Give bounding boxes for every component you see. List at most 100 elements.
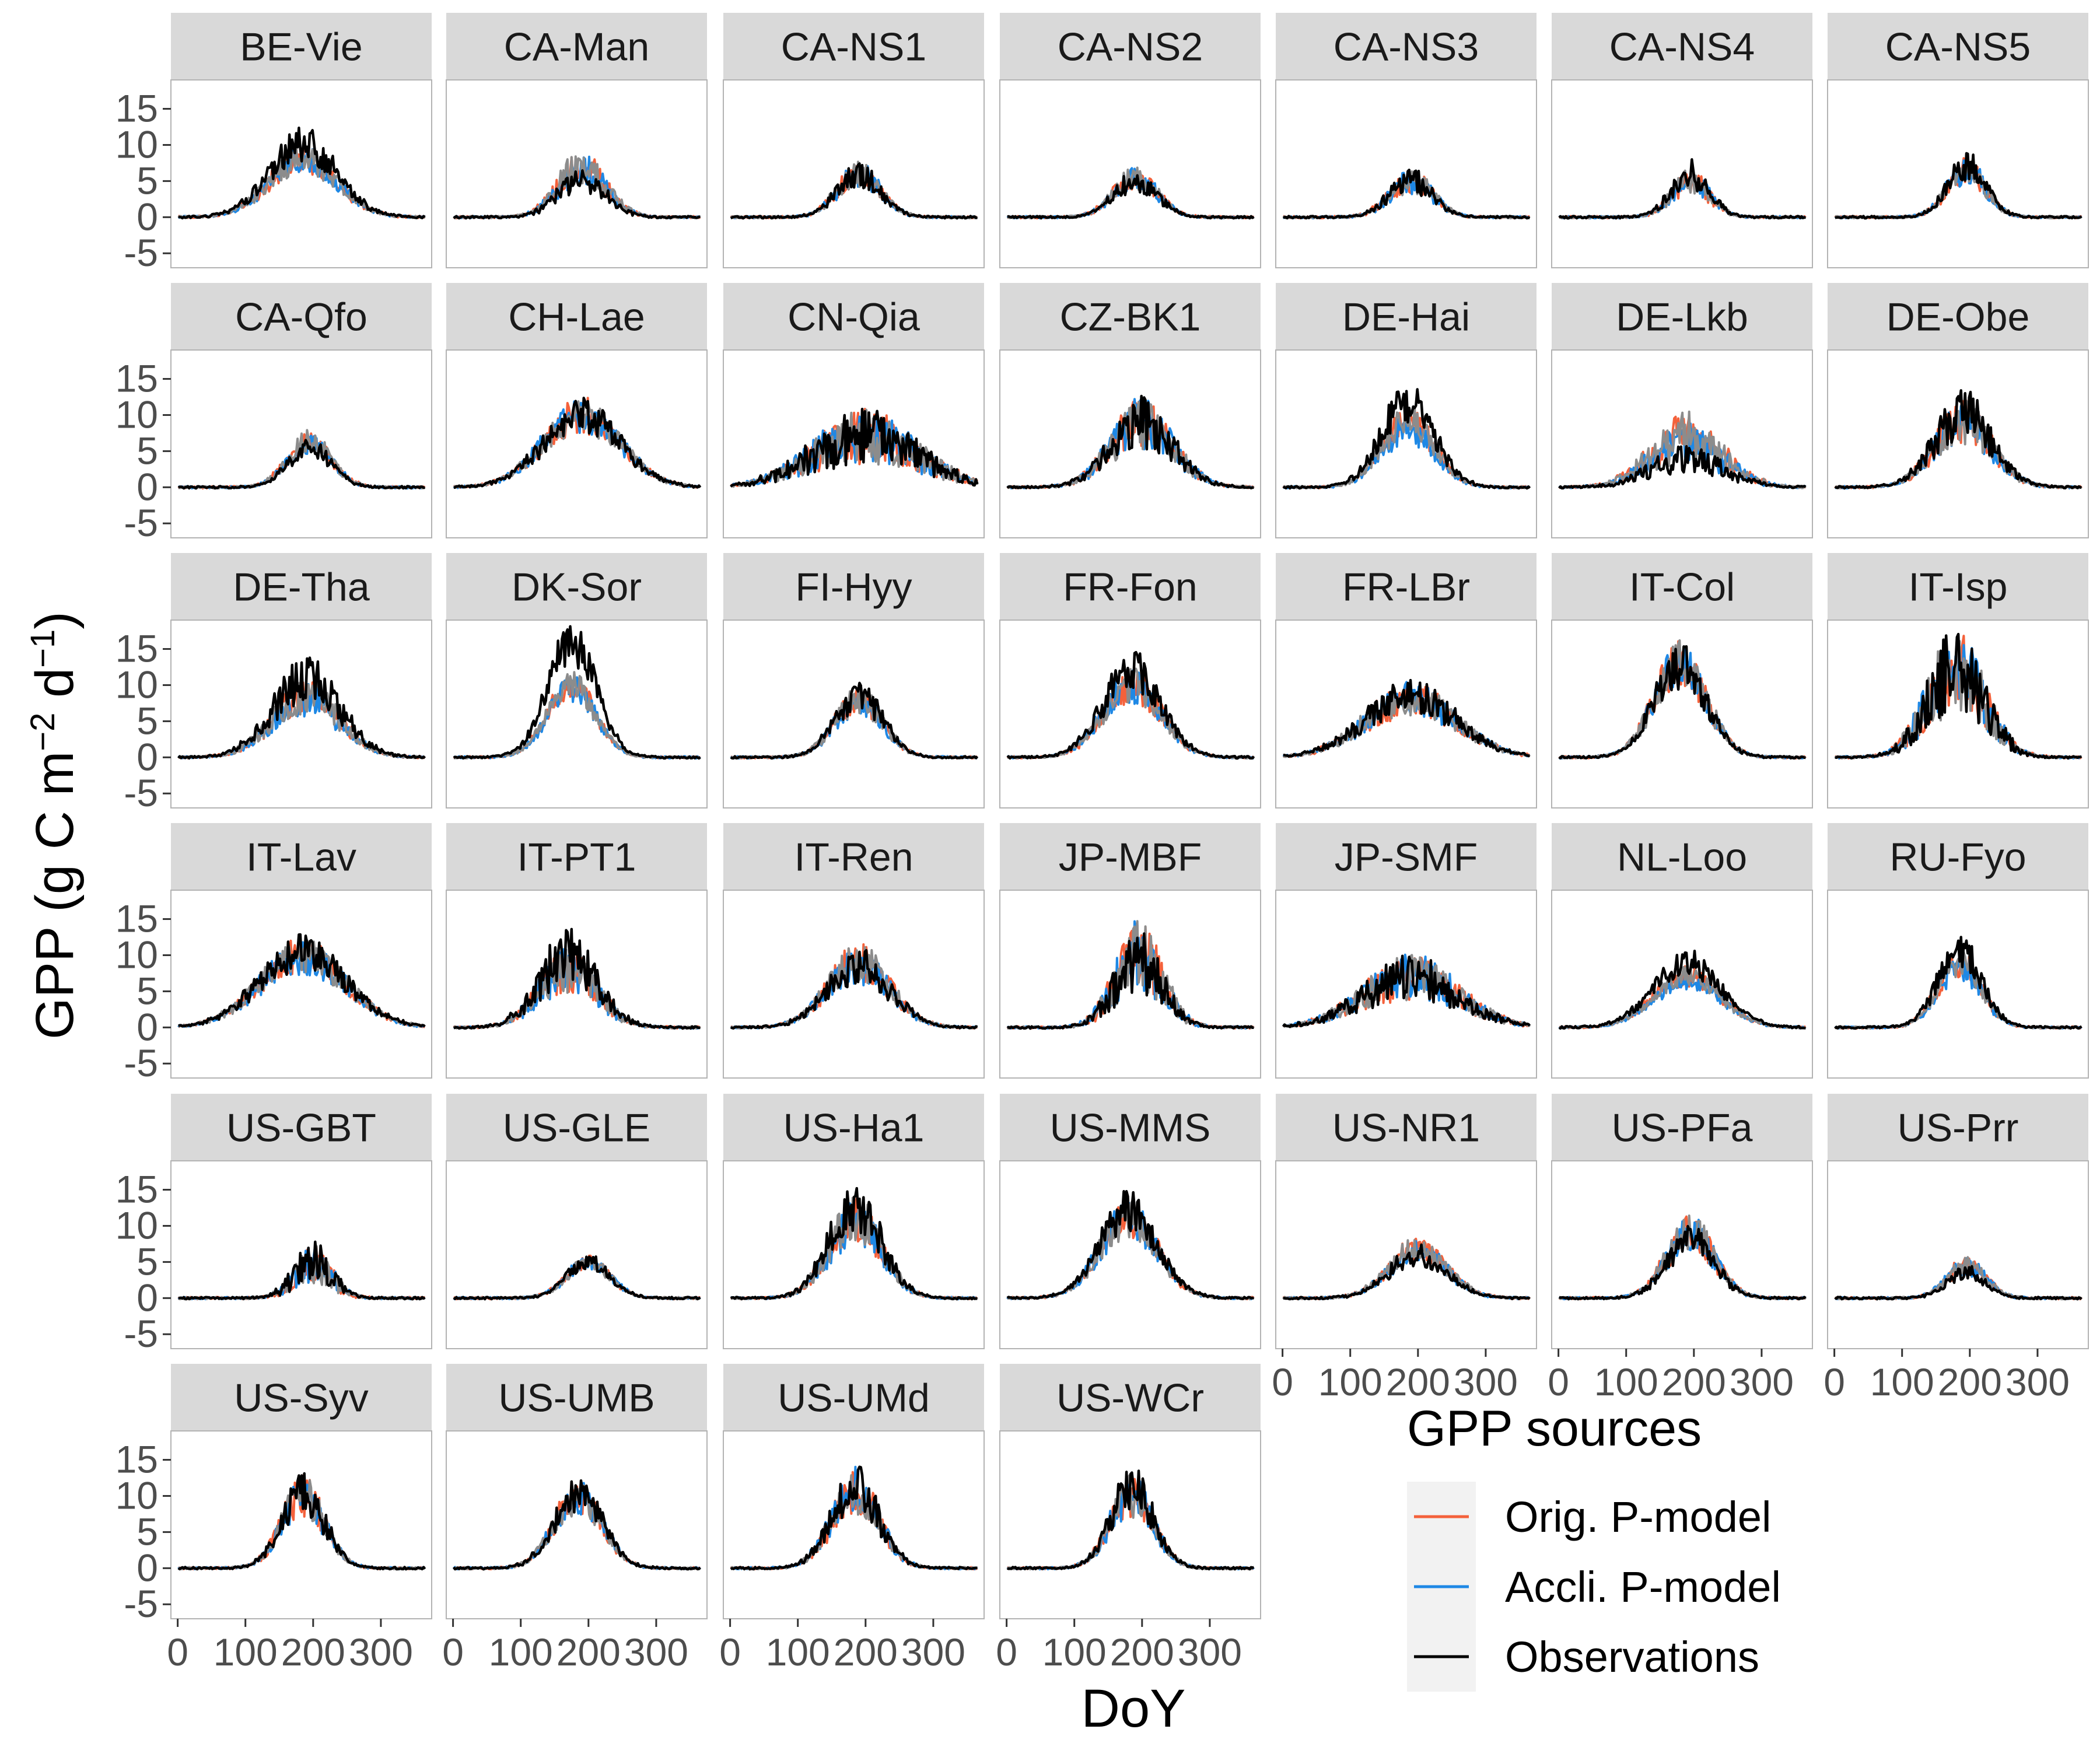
facet-panel-cz-bk1: CZ-BK1 xyxy=(999,283,1261,538)
series-observations xyxy=(1006,1189,1254,1300)
panel-frame xyxy=(1827,890,2089,1079)
x-tick-label: 100 xyxy=(1870,1360,1934,1404)
y-tick-label: 10 xyxy=(116,123,158,166)
facet-strip-label: US-Syv xyxy=(234,1376,368,1420)
facet-strip xyxy=(446,553,707,620)
facet-panel-us-prr: US-Prr 0 100 200 300 xyxy=(1824,1094,2089,1404)
facet-strip-label: CH-Lae xyxy=(508,295,645,340)
y-tick-label: -5 xyxy=(124,1041,158,1084)
facet-strip xyxy=(1276,553,1536,620)
facet-strip-label: FR-LBr xyxy=(1342,565,1470,610)
facet-strip xyxy=(1276,13,1536,80)
facet-strip xyxy=(446,1364,707,1431)
facet-panel-us-gle: US-GLE xyxy=(446,1094,708,1349)
facet-panel-ca-ns2: CA-NS2 xyxy=(999,13,1261,268)
series-observations xyxy=(1007,932,1254,1030)
series-observations xyxy=(1834,389,2082,490)
series-observations xyxy=(1558,949,1806,1030)
series-observations xyxy=(177,656,426,760)
panel-frame xyxy=(170,890,432,1079)
facet-panel-us-mms: US-MMS xyxy=(999,1094,1261,1349)
facet-panel-fi-hyy: FI-Hyy xyxy=(723,553,985,808)
facet-panel-jp-mbf: JP-MBF xyxy=(999,823,1261,1079)
facet-panel-ca-ns1: CA-NS1 xyxy=(723,13,985,268)
series-observations xyxy=(730,949,978,1030)
x-tick-label: 100 xyxy=(214,1630,278,1674)
facet-panel-cn-qia: CN-Qia xyxy=(723,283,985,538)
facet-strip xyxy=(1552,1094,1812,1161)
facet-strip-label: CA-Qfo xyxy=(235,295,368,340)
facet-strip-label: IT-Ren xyxy=(794,835,913,880)
facet-strip-label: NL-Loo xyxy=(1617,835,1747,880)
facet-strip-label: DK-Sor xyxy=(512,565,642,610)
facet-strip-label: IT-Lav xyxy=(246,835,356,880)
y-tick-label: -5 xyxy=(124,771,158,814)
x-tick-label: 300 xyxy=(624,1630,688,1674)
facet-strip-label: FR-Fon xyxy=(1063,565,1197,610)
panel-frame xyxy=(999,890,1261,1079)
x-tick-label: 300 xyxy=(349,1630,413,1674)
facet-strip-label: US-Ha1 xyxy=(783,1106,925,1150)
series-observations xyxy=(730,1186,978,1301)
series-observations xyxy=(1835,632,2082,760)
facet-strip xyxy=(1552,553,1812,620)
facet-strip xyxy=(1000,13,1261,80)
facet-strip xyxy=(1828,13,2088,80)
y-tick-label: -5 xyxy=(124,1582,158,1625)
facet-strip xyxy=(723,1094,984,1161)
facet-strip xyxy=(1828,1094,2088,1161)
facet-strip xyxy=(446,283,707,350)
x-axis-title: DoY xyxy=(1082,1679,1186,1738)
facet-strip-label: IT-PT1 xyxy=(517,835,636,880)
facet-strip xyxy=(1000,553,1261,620)
x-tick-label: 300 xyxy=(901,1630,965,1674)
series-observations xyxy=(453,169,701,220)
y-tick-label: 0 xyxy=(136,465,158,508)
facet-panel-nl-loo: NL-Loo xyxy=(1551,823,1813,1079)
series-observations xyxy=(453,1255,701,1301)
series-observations xyxy=(730,681,979,760)
y-tick-label: 10 xyxy=(116,1203,158,1247)
facet-strip xyxy=(171,1094,432,1161)
x-tick-label: 200 xyxy=(1938,1360,2002,1404)
facet-strip-label: IT-Col xyxy=(1629,565,1735,610)
series-observations xyxy=(1558,645,1806,760)
panel-frame xyxy=(446,349,708,538)
panel-frame xyxy=(446,1430,708,1619)
facet-panel-us-ha1: US-Ha1 xyxy=(723,1094,985,1349)
y-tick-label: 15 xyxy=(116,1438,158,1481)
y-tick-label: 5 xyxy=(136,1510,158,1553)
legend: GPP sources Orig. P-model Accli. P-model Ob… xyxy=(1407,1401,1781,1692)
y-tick-label: 15 xyxy=(116,87,158,130)
facet-panel-de-obe: DE-Obe xyxy=(1827,283,2089,538)
facet-strip-label: US-GBT xyxy=(226,1106,376,1150)
facet-strip xyxy=(1000,283,1261,350)
facet-strip xyxy=(1552,283,1812,350)
panel-frame xyxy=(723,620,985,808)
panel-frame xyxy=(170,1430,432,1619)
facet-strip-label: CA-NS5 xyxy=(1885,25,2031,69)
x-tick-label: 100 xyxy=(1318,1360,1382,1404)
series-observations xyxy=(730,162,978,220)
panel-frame xyxy=(1827,349,2089,538)
y-tick-label: 15 xyxy=(116,357,158,400)
facet-strip-label: CN-Qia xyxy=(788,295,920,340)
facet-strip xyxy=(723,1364,984,1431)
facet-strip-label: CA-NS4 xyxy=(1609,25,1755,69)
y-tick-label: 0 xyxy=(136,1005,158,1048)
series-observations xyxy=(1006,394,1254,489)
y-tick-label: 5 xyxy=(136,969,158,1012)
facet-panel-us-nr1: US-NR1 0 100 200 300 xyxy=(1272,1094,1537,1404)
facet-strip-label: US-MMS xyxy=(1050,1106,1211,1150)
facet-panel-ca-ns5: CA-NS5 xyxy=(1827,13,2089,268)
x-tick-label: 200 xyxy=(1386,1360,1450,1404)
facet-strip-label: DE-Obe xyxy=(1887,295,2030,340)
facet-strip-label: US-UMd xyxy=(778,1376,930,1420)
x-tick-label: 200 xyxy=(281,1630,345,1674)
facet-strip-label: FI-Hyy xyxy=(795,565,912,610)
legend-label: Orig. P-model xyxy=(1505,1493,1771,1541)
panel-frame xyxy=(1551,1160,1813,1349)
